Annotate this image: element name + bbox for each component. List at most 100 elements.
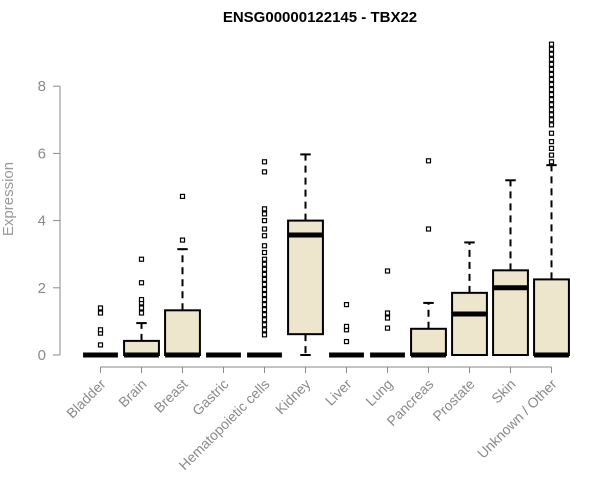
outlier-point xyxy=(261,261,268,267)
x-tick-label: Brain xyxy=(115,376,149,410)
outlier-point xyxy=(261,249,268,256)
x-tick-label: Breast xyxy=(151,376,191,416)
outlier-point xyxy=(261,271,268,277)
box-iqr xyxy=(287,219,324,336)
outlier-point xyxy=(343,338,350,345)
y-tick-label: 6 xyxy=(38,145,46,162)
outlier-point xyxy=(138,310,145,316)
outlier-point xyxy=(548,76,555,83)
outlier-point xyxy=(548,145,555,151)
box-brain xyxy=(123,256,160,358)
box-lung xyxy=(370,268,405,358)
outlier-point xyxy=(548,56,555,62)
box-iqr xyxy=(492,269,529,356)
outlier-point xyxy=(179,237,186,243)
outlier-point xyxy=(343,323,350,330)
x-tick-label: Lung xyxy=(362,376,395,409)
outlier-point xyxy=(138,256,145,262)
outlier-point xyxy=(261,218,268,224)
outlier-point xyxy=(548,41,555,47)
outlier-point xyxy=(384,315,391,321)
box-liver xyxy=(329,302,364,358)
outlier-point xyxy=(548,117,555,123)
x-tick-label: Liver xyxy=(322,376,355,409)
y-axis-label: Expression xyxy=(0,162,17,236)
box-unknown-other xyxy=(533,41,570,358)
outlier-point xyxy=(548,130,555,136)
outlier-point xyxy=(261,322,268,328)
box-bladder xyxy=(83,305,118,358)
outlier-point xyxy=(261,211,268,217)
chart-title: ENSG00000122145 - TBX22 xyxy=(223,9,417,26)
y-tick-label: 8 xyxy=(38,78,46,95)
outlier-point xyxy=(548,81,555,88)
outlier-point xyxy=(261,291,268,298)
outlier-point xyxy=(261,332,268,338)
outlier-point xyxy=(261,266,268,272)
outlier-point xyxy=(261,317,268,323)
y-tick-label: 2 xyxy=(38,280,46,297)
outlier-point xyxy=(548,139,555,145)
outlier-point xyxy=(548,102,555,108)
outlier-point xyxy=(425,158,432,164)
outlier-point xyxy=(548,107,555,113)
outlier-point xyxy=(97,342,104,348)
outlier-point xyxy=(548,91,555,98)
outlier-point xyxy=(384,325,391,331)
outlier-point xyxy=(261,159,268,165)
outlier-point xyxy=(97,327,104,333)
outlier-point xyxy=(97,305,104,311)
outlier-point xyxy=(261,233,268,239)
outlier-point xyxy=(261,286,268,293)
outlier-point xyxy=(384,310,391,316)
box-skin xyxy=(492,179,529,356)
box-iqr xyxy=(451,291,488,356)
x-tick-label: Bladder xyxy=(63,376,109,422)
box-kidney xyxy=(287,153,324,356)
x-tick-label: Kidney xyxy=(272,376,314,418)
outlier-point xyxy=(261,243,268,249)
outlier-point xyxy=(548,46,555,52)
outlier-point xyxy=(548,71,555,78)
outlier-point xyxy=(548,66,555,73)
box-breast xyxy=(164,193,201,358)
outlier-point xyxy=(384,268,391,274)
outlier-point xyxy=(261,281,268,288)
outlier-point xyxy=(548,97,555,103)
outlier-point xyxy=(261,302,268,308)
x-tick-label: Prostate xyxy=(429,376,477,424)
box-pancreas xyxy=(410,158,447,358)
x-tick-label: Skin xyxy=(488,376,519,407)
box-iqr xyxy=(410,327,447,356)
outlier-point xyxy=(261,296,268,303)
box-hematopoietic-cells xyxy=(247,159,282,358)
outlier-point xyxy=(548,61,555,67)
y-axis: 0 2 4 6 8 xyxy=(38,78,61,364)
outlier-point xyxy=(261,276,268,282)
outlier-point xyxy=(425,226,432,232)
outlier-point xyxy=(138,296,145,303)
box-series xyxy=(83,41,570,358)
outlier-point xyxy=(261,206,268,212)
outlier-point xyxy=(138,280,145,286)
outlier-point xyxy=(261,312,268,318)
box-prostate xyxy=(451,241,488,356)
outlier-point xyxy=(138,305,145,311)
outlier-point xyxy=(548,122,555,128)
outlier-point xyxy=(261,169,268,175)
outlier-point xyxy=(548,112,555,118)
outlier-point xyxy=(548,51,555,57)
outlier-point xyxy=(548,152,555,158)
outlier-point xyxy=(97,310,104,316)
outlier-point xyxy=(548,159,555,165)
outlier-point xyxy=(343,302,350,308)
outlier-point xyxy=(261,226,268,232)
box-iqr xyxy=(164,309,201,357)
outlier-point xyxy=(548,86,555,93)
y-tick-label: 4 xyxy=(38,213,46,230)
y-tick-label: 0 xyxy=(38,347,46,364)
box-iqr xyxy=(533,278,570,356)
outlier-point xyxy=(179,193,186,200)
